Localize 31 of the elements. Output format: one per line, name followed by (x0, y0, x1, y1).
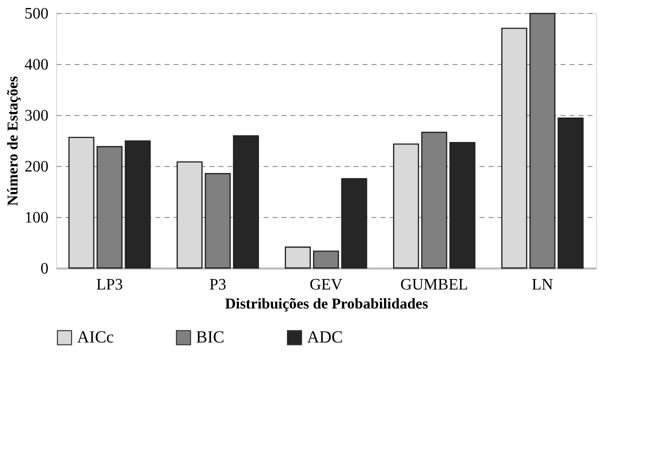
legend-label: ADC (307, 328, 343, 347)
bar (501, 28, 528, 269)
bar (68, 136, 94, 269)
bar (558, 117, 584, 269)
y-tick-label: 200 (24, 158, 48, 176)
bar (393, 143, 420, 269)
y-axis-title: Número de Estações (6, 76, 22, 206)
y-tick-label: 0 (40, 260, 48, 278)
bar (341, 178, 368, 269)
y-tick-label: 100 (24, 210, 48, 226)
y-tick-label: 300 (24, 108, 48, 124)
bar (421, 132, 448, 269)
bar (96, 146, 123, 269)
y-tick-label: 500 (24, 6, 48, 22)
x-axis-title: Distribuições de Probabilidades (224, 296, 428, 312)
x-tick-label: GUMBEL (400, 276, 468, 294)
legend-label: BIC (196, 328, 224, 347)
x-tick-label: LP3 (96, 276, 123, 294)
bar (284, 246, 311, 269)
bar (124, 140, 151, 269)
x-tick-label: LN (532, 276, 554, 294)
bar (232, 135, 259, 269)
bar (204, 173, 231, 269)
bar (529, 12, 556, 269)
x-tick-label: GEV (310, 276, 343, 294)
legend-label: AICc (77, 328, 114, 347)
x-tick-label: P3 (209, 276, 226, 294)
bar (449, 142, 476, 269)
bar (176, 161, 203, 269)
bar (313, 250, 339, 269)
y-tick-label: 400 (24, 56, 48, 74)
